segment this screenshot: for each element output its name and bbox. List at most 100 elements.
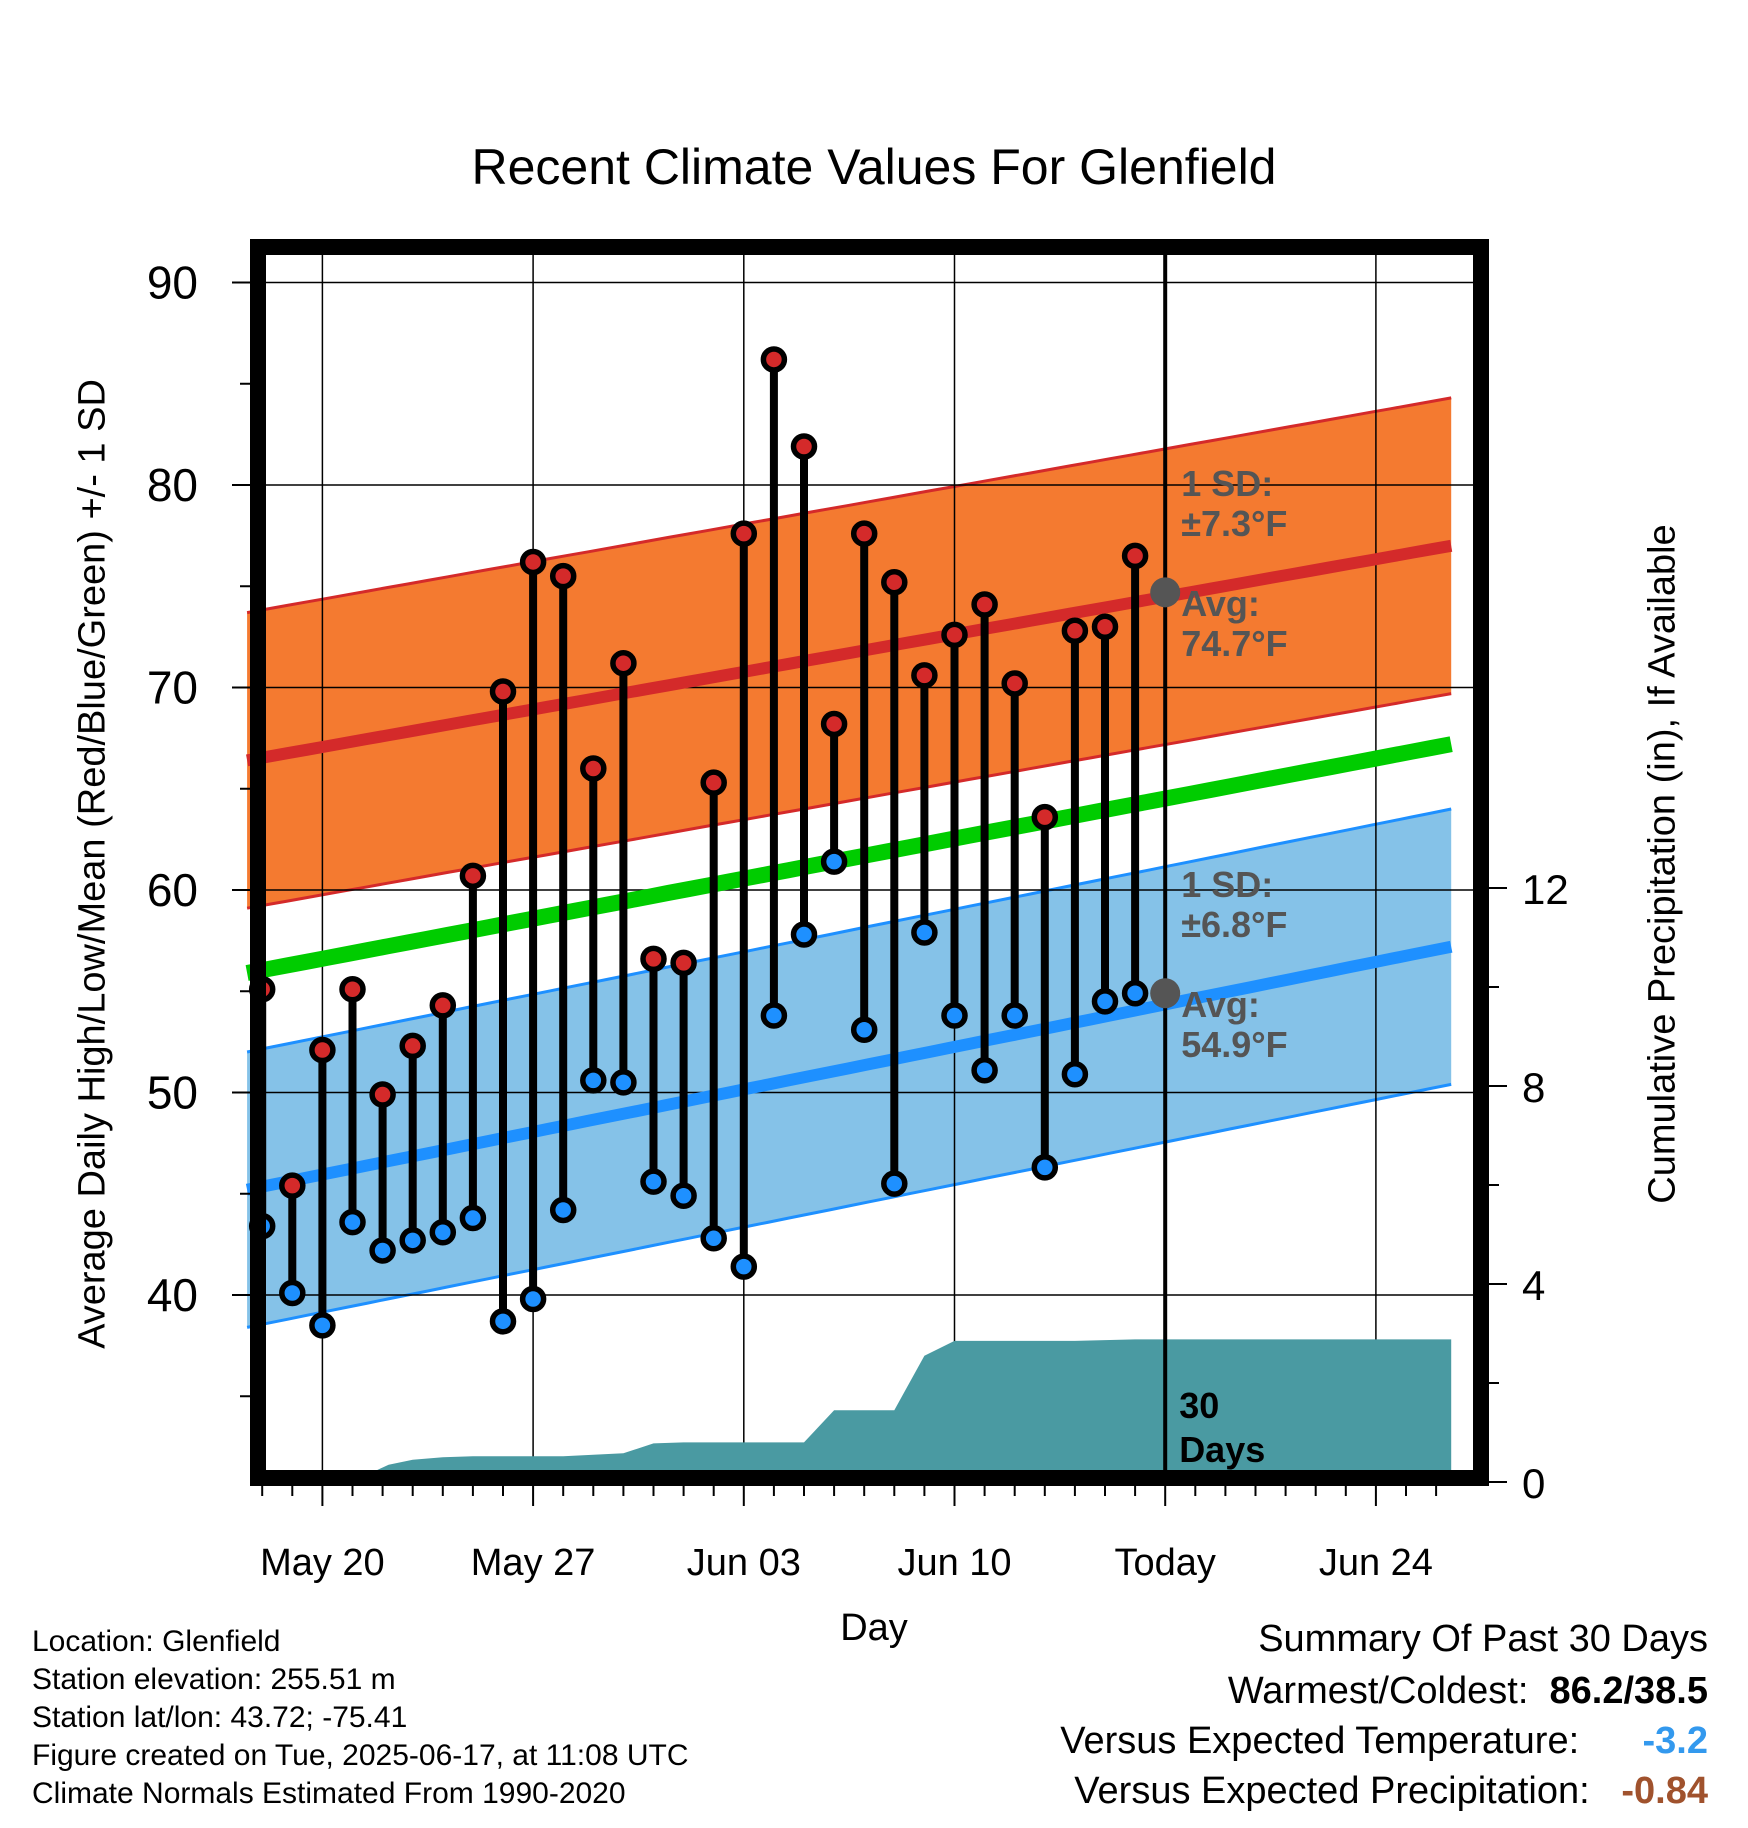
daily-high-point — [1091, 613, 1119, 640]
daily-low-point — [1091, 988, 1119, 1015]
daily-low-point — [580, 1067, 607, 1094]
high-avg-label: Avg: — [1181, 583, 1260, 624]
daily-high-point — [610, 649, 637, 677]
meta-normals: Climate Normals Estimated From 1990-2020 — [32, 1777, 626, 1810]
daily-low-point — [1031, 1154, 1059, 1181]
summary-temperature: Versus Expected Temperature: -3.2 — [1060, 1720, 1708, 1763]
daily-high-point — [519, 548, 547, 576]
daily-high-point — [730, 520, 758, 547]
daily-high-point — [790, 433, 818, 460]
daily-low-point — [489, 1308, 517, 1335]
y2-tick-label: 0 — [1522, 1460, 1545, 1507]
daily-low-point — [941, 1002, 968, 1029]
y-axis-label: Average Daily High/Low/Mean (Red/Blue/Gr… — [71, 379, 114, 1349]
x-tick-label: Jun 03 — [687, 1542, 801, 1584]
window-days-number: 30 — [1179, 1385, 1219, 1426]
high-sd-value: ±7.3°F — [1181, 503, 1287, 544]
daily-low-point — [640, 1168, 667, 1195]
y-tick-label: 40 — [147, 1269, 198, 1321]
daily-low-point — [429, 1218, 457, 1246]
y2-tick-label: 4 — [1522, 1262, 1545, 1309]
summary-heading: Summary Of Past 30 Days — [1258, 1618, 1708, 1660]
y-tick-label: 90 — [147, 257, 198, 309]
daily-high-point — [911, 662, 938, 689]
normal-mean-line — [245, 736, 1453, 981]
daily-low-point — [339, 1208, 366, 1236]
daily-low-point — [279, 1279, 306, 1307]
summary-warm-cold: Warmest/Coldest: 86.2/38.5 — [1228, 1670, 1708, 1713]
precip-value: -0.84 — [1621, 1770, 1708, 1812]
daily-low-point — [459, 1204, 487, 1232]
daily-high-point — [549, 562, 577, 590]
daily-high-point — [971, 591, 998, 618]
daily-high-point — [1031, 803, 1059, 831]
temp-value: -3.2 — [1642, 1720, 1708, 1762]
y2-tick-label: 12 — [1522, 866, 1569, 913]
daily-high-point — [640, 945, 667, 973]
low-sd-label: 1 SD: — [1181, 864, 1273, 905]
daily-low-point — [519, 1285, 547, 1313]
daily-low-point — [760, 1002, 788, 1029]
daily-high-point — [670, 949, 697, 977]
daily-low-point — [399, 1227, 426, 1254]
x-tick-label: Jun 24 — [1319, 1542, 1433, 1584]
normal-high-line — [246, 539, 1453, 767]
daily-high-point — [459, 862, 487, 890]
daily-low-point — [369, 1237, 396, 1264]
high-sd-label: 1 SD: — [1181, 463, 1273, 504]
daily-high-point — [941, 621, 968, 649]
daily-low-point — [670, 1182, 697, 1210]
daily-high-point — [760, 346, 788, 373]
daily-high-point — [279, 1172, 306, 1199]
daily-low-point — [881, 1170, 908, 1197]
daily-low-point — [790, 921, 818, 948]
summary-precipitation: Versus Expected Precipitation: -0.84 — [1074, 1770, 1708, 1813]
daily-low-point — [309, 1312, 336, 1339]
low-sd-value: ±6.8°F — [1181, 904, 1287, 945]
precip-label: Versus Expected Precipitation: — [1074, 1770, 1590, 1812]
daily-low-point — [610, 1069, 637, 1096]
x-tick-label: May 20 — [260, 1542, 385, 1584]
daily-low-point — [1061, 1061, 1089, 1088]
y-tick-label: 60 — [147, 864, 198, 916]
daily-high-point — [1121, 542, 1149, 570]
high-avg-marker — [1150, 577, 1181, 608]
x-tick-label: May 27 — [471, 1542, 596, 1584]
warm-cold-label: Warmest/Coldest: — [1227, 1670, 1529, 1712]
daily-high-point — [850, 520, 878, 547]
daily-low-point — [820, 848, 848, 875]
low-avg-value: 54.9°F — [1181, 1024, 1287, 1065]
y-tick-label: 80 — [147, 459, 198, 511]
daily-high-point — [580, 755, 607, 782]
cumulative-precipitation-area — [336, 1339, 1452, 1478]
low-avg-label: Avg: — [1181, 984, 1260, 1025]
y2-tick-label: 8 — [1522, 1064, 1545, 1111]
meta-elevation: Station elevation: 255.51 m — [32, 1663, 396, 1696]
normal-high-upper-edge — [246, 396, 1452, 615]
high-avg-value: 74.7°F — [1181, 623, 1287, 664]
chart-title: Recent Climate Values For Glenfield — [471, 139, 1277, 195]
daily-high-point — [820, 710, 848, 738]
daily-low-point — [700, 1225, 727, 1252]
daily-low-point — [971, 1056, 998, 1084]
daily-high-point — [1001, 670, 1028, 697]
secondary-y-axis-label: Cumulative Precipitation (in), If Availa… — [1641, 524, 1684, 1204]
normal-high-lower-edge — [246, 692, 1452, 910]
daily-high-point — [429, 992, 457, 1019]
daily-high-point — [1061, 617, 1089, 645]
daily-high-point — [700, 769, 727, 796]
daily-high-point — [489, 678, 517, 705]
x-axis-label: Day — [840, 1607, 908, 1649]
meta-created: Figure created on Tue, 2025-06-17, at 11… — [32, 1739, 689, 1772]
x-tick-label: Jun 10 — [897, 1542, 1011, 1584]
daily-high-point — [881, 568, 908, 596]
meta-location: Location: Glenfield — [32, 1625, 281, 1658]
y-tick-label: 70 — [147, 662, 198, 714]
daily-low-point — [850, 1016, 878, 1043]
x-tick-label: Today — [1114, 1542, 1215, 1584]
daily-low-point — [549, 1196, 577, 1224]
meta-latlon: Station lat/lon: 43.72; -75.41 — [32, 1701, 408, 1734]
low-avg-marker — [1150, 978, 1181, 1009]
daily-high-point — [399, 1032, 426, 1060]
